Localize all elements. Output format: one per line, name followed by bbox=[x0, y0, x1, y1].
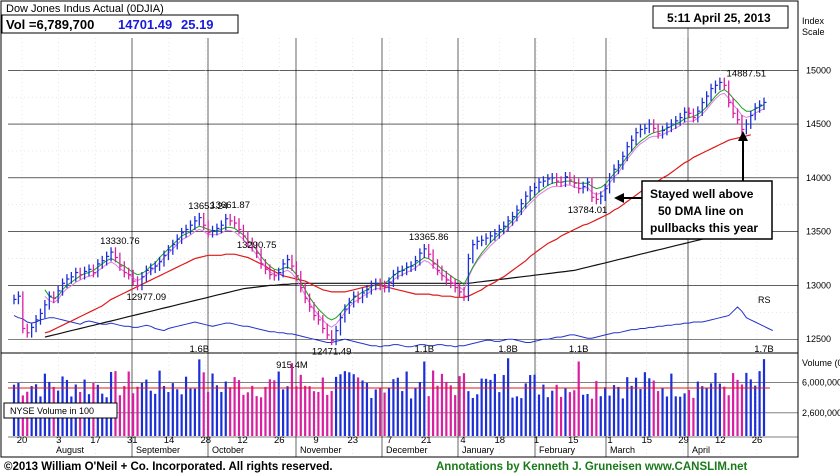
footer-annotations: Annotations by Kenneth J. Gruneisen www.… bbox=[436, 461, 748, 473]
callout-arrow-up bbox=[738, 131, 748, 181]
x-tick-label: 12 bbox=[237, 435, 248, 446]
volume-annotation: 1.6B bbox=[190, 344, 210, 355]
x-tick-label: 4 bbox=[460, 435, 465, 446]
price-bars bbox=[13, 77, 767, 346]
price-annotation: 14887.51 bbox=[727, 68, 767, 79]
x-tick-label: 17 bbox=[90, 435, 101, 446]
x-tick-label: 3 bbox=[56, 435, 61, 446]
volume-annotation: 1.1B bbox=[569, 344, 589, 355]
price-annotation: 13330.76 bbox=[100, 236, 140, 247]
x-tick-label: 21 bbox=[421, 435, 432, 446]
volume-legend-box bbox=[3, 402, 118, 419]
y-tick-label: 13500 bbox=[806, 227, 831, 237]
volume-annotation: 1.8B bbox=[498, 344, 518, 355]
x-tick-label: 1 bbox=[607, 435, 612, 446]
month-label: August bbox=[56, 445, 85, 455]
price-annotation: 13653.24 bbox=[188, 201, 228, 212]
date-box bbox=[652, 5, 789, 29]
callout-box bbox=[641, 180, 773, 240]
change-readout: 25.19 bbox=[181, 17, 214, 32]
y-tick-label: 14000 bbox=[806, 173, 831, 183]
x-tick-label: 28 bbox=[200, 435, 211, 446]
y-tick-label: 15000 bbox=[806, 65, 831, 75]
callout-line-3: pullbacks this year bbox=[650, 221, 758, 235]
price-readout: 14701.49 bbox=[118, 17, 172, 32]
x-tick-label: 9 bbox=[313, 435, 318, 446]
month-label: February bbox=[539, 445, 576, 455]
month-label: December bbox=[386, 445, 428, 455]
ma50-line bbox=[44, 89, 765, 321]
footer-copyright: ©2013 William O'Neil + Co. Incorporated.… bbox=[4, 461, 333, 473]
x-tick-label: 26 bbox=[752, 435, 763, 446]
index-scale-label-2: Scale bbox=[802, 27, 825, 37]
date-box-text: 5:11 April 25, 2013 bbox=[667, 11, 771, 25]
y-tick-label: 12500 bbox=[806, 334, 831, 344]
x-tick-label: 23 bbox=[347, 435, 358, 446]
ma-long-line bbox=[44, 223, 765, 338]
header-box bbox=[1, 14, 239, 34]
x-tick-label: 15 bbox=[568, 435, 579, 446]
price-annotation: 13365.86 bbox=[409, 232, 449, 243]
x-tick-label: 18 bbox=[494, 435, 505, 446]
volume-annotation: 1.1B bbox=[415, 344, 435, 355]
x-tick-label: 7 bbox=[387, 435, 392, 446]
ma-pink-line bbox=[44, 92, 765, 328]
volume-legend: NYSE Volume in 100 bbox=[10, 406, 94, 416]
month-label: November bbox=[300, 445, 342, 455]
rs-line bbox=[13, 306, 774, 348]
volume-annotation: 915.4M bbox=[276, 360, 308, 371]
month-label: March bbox=[610, 445, 635, 455]
volume-scale-label: Volume (00) bbox=[802, 358, 840, 368]
price-annotation: 13661.87 bbox=[210, 200, 250, 211]
y-tick-label: 14500 bbox=[806, 119, 831, 129]
x-tick-label: 14 bbox=[164, 435, 175, 446]
rs-label: RS bbox=[758, 295, 771, 305]
price-panel-frame bbox=[0, 0, 799, 354]
price-annotation: 13290.75 bbox=[237, 240, 277, 251]
volume-annotation: 1.7B bbox=[754, 344, 774, 355]
x-tick-label: 12 bbox=[715, 435, 726, 446]
index-scale-label-1: Index bbox=[802, 16, 825, 26]
price-annotation: 12977.09 bbox=[127, 292, 167, 303]
volume-tick-label: 2,600,000 bbox=[802, 408, 840, 418]
volume-tick-label: 6,000,000 bbox=[802, 378, 840, 388]
month-label: January bbox=[462, 445, 495, 455]
price-annotation: 12471.49 bbox=[312, 346, 352, 357]
x-tick-label: 1 bbox=[534, 435, 539, 446]
callout-line-2: 50 DMA line on bbox=[658, 204, 744, 218]
price-annotation: 13784.01 bbox=[568, 205, 608, 216]
y-tick-label: 13000 bbox=[806, 280, 831, 290]
volume-readout: Vol =6,789,700 bbox=[6, 17, 94, 32]
month-label: October bbox=[212, 445, 244, 455]
month-label: April bbox=[692, 445, 710, 455]
month-label: September bbox=[136, 445, 180, 455]
callout-line-1: Stayed well above bbox=[650, 187, 754, 201]
x-tick-label: 15 bbox=[641, 435, 652, 446]
x-tick-label: 26 bbox=[274, 435, 285, 446]
x-tick-label: 31 bbox=[127, 435, 138, 446]
x-tick-label: 29 bbox=[678, 435, 689, 446]
x-tick-label: 20 bbox=[17, 435, 28, 446]
chart-title: Dow Jones Indus Actual (0DJIA) bbox=[6, 3, 164, 15]
callout-arrow-left bbox=[614, 193, 642, 203]
